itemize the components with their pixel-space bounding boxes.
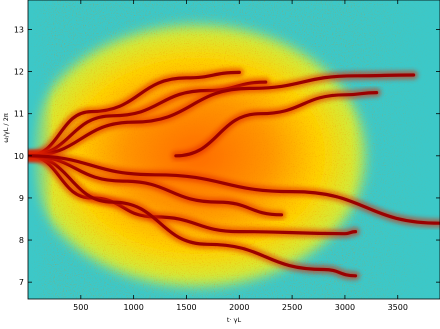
series-1-line — [28, 70, 241, 158]
series-4-line — [174, 91, 379, 158]
x-tick-label: 1000 — [123, 303, 143, 312]
y-tick-label: 11 — [14, 110, 24, 119]
plot-area — [28, 0, 440, 299]
series-8-line — [28, 154, 440, 225]
y-tick-label: 13 — [14, 25, 24, 34]
y-tick-label: 12 — [14, 68, 24, 77]
series-layer — [28, 67, 440, 281]
series-6-line — [28, 154, 358, 278]
y-axis-label: ω/γL / 2π — [2, 113, 10, 143]
series-7-line — [28, 154, 284, 217]
y-tick-label: 9 — [19, 194, 24, 203]
heatmap-right-fade — [350, 0, 440, 299]
x-tick-label: 3500 — [388, 303, 408, 312]
x-tick-label: 1500 — [176, 303, 196, 312]
x-tick-label: 3000 — [335, 303, 355, 312]
y-axis: 7 8 9 10 11 12 13 — [14, 25, 440, 287]
x-tick-label: 500 — [73, 303, 88, 312]
x-axis: 500 1000 1500 2000 2500 3000 3500 — [73, 0, 408, 312]
series-3-line — [28, 73, 416, 158]
y-tick-label: 8 — [19, 236, 24, 245]
x-tick-label: 2000 — [229, 303, 249, 312]
y-tick-label: 7 — [19, 278, 24, 287]
y-tick-label: 10 — [14, 152, 24, 161]
x-tick-label: 2500 — [282, 303, 302, 312]
series-5-line — [28, 154, 358, 236]
x-axis-label: t· γL — [227, 316, 242, 324]
plot-frame — [27, 0, 440, 300]
